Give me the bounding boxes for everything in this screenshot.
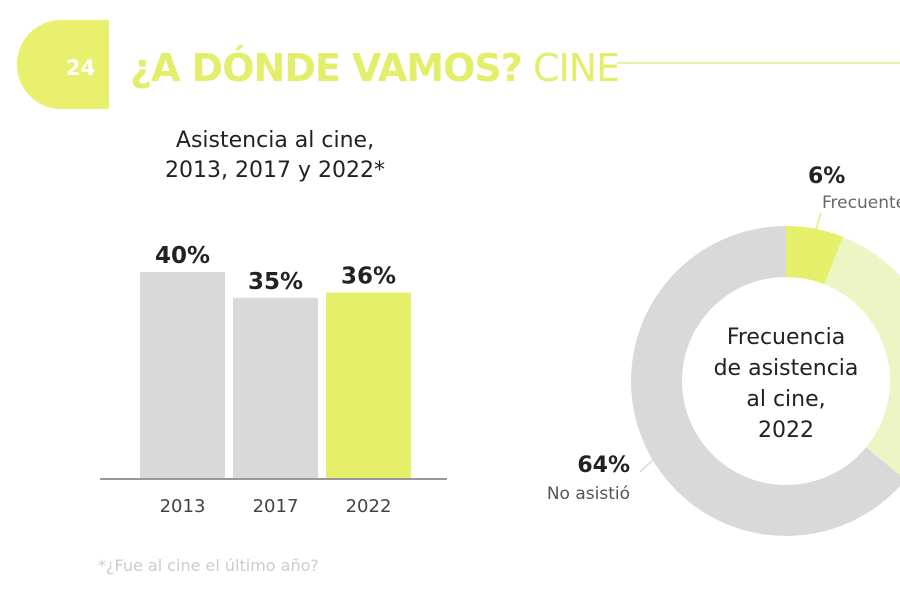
bar-value-label: 36%	[341, 264, 396, 290]
donut-slice-frecuente	[786, 226, 844, 285]
page-number-badge	[17, 20, 109, 109]
slice-value-label: 64%	[577, 453, 630, 478]
header-divider	[617, 62, 900, 64]
donut-center-label: Frecuencia de asistencia al cine, 2022	[690, 322, 882, 446]
bar-2022	[326, 292, 411, 478]
donut-slice-1	[824, 236, 900, 476]
leader-line	[815, 212, 822, 230]
bar-chart-title-line: 2013, 2017 y 2022*	[165, 158, 385, 183]
slice-name-label: No asistió	[547, 484, 630, 504]
leader-line	[639, 457, 656, 473]
bar-chart-title-line: Asistencia al cine,	[175, 128, 375, 153]
x-tick-label: 2017	[253, 496, 299, 517]
donut-title-line: al cine,	[746, 387, 826, 412]
donut-title-line: 2022	[758, 418, 814, 443]
x-tick-label: 2022	[346, 496, 392, 517]
donut-title-line: Frecuencia	[726, 325, 846, 350]
donut-slice-no-asistió	[631, 226, 900, 536]
donut-title-line: de asistencia	[713, 356, 859, 381]
bar-2017	[233, 297, 318, 478]
section-title-light: CINE	[532, 46, 620, 90]
bar-2013	[140, 272, 225, 478]
bar-chart-title: Asistencia al cine, 2013, 2017 y 2022*	[110, 126, 440, 186]
x-tick-label: 2013	[160, 496, 206, 517]
section-title: ¿A DÓNDE VAMOS? CINE	[130, 46, 620, 90]
footnote: *¿Fue al cine el último año?	[98, 556, 319, 575]
slice-name-label: Frecuente	[822, 193, 900, 213]
bar-value-label: 35%	[248, 269, 303, 295]
slice-value-label: 6%	[808, 164, 845, 189]
bar-value-label: 40%	[155, 243, 210, 269]
page-number: 24	[66, 56, 96, 80]
section-title-bold: ¿A DÓNDE VAMOS?	[130, 46, 523, 90]
